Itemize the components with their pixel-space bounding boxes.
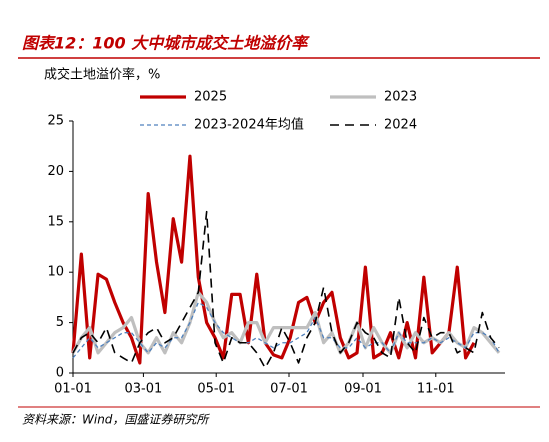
x-tick-label: 01-01	[54, 382, 92, 397]
legend-label: 2024	[384, 118, 417, 133]
legend-label: 2023-2024年均值	[194, 117, 304, 133]
x-tick-label: 05-01	[197, 382, 235, 397]
source: 资料来源：Wind，国盛证券研究所	[22, 413, 210, 427]
series-line	[72, 210, 500, 369]
y-tick-label: 10	[47, 265, 64, 280]
x-tick-label: 09-01	[344, 382, 382, 397]
y-axis-label: 成交土地溢价率，%	[44, 67, 160, 83]
chart-title: 图表12：100 大中城市成交土地溢价率	[22, 34, 310, 53]
legend-label: 2023	[384, 90, 417, 105]
x-tick-label: 03-01	[125, 382, 163, 397]
y-tick-label: 5	[56, 315, 64, 330]
series-line	[71, 154, 476, 365]
y-tick-label: 0	[56, 366, 64, 381]
series-line	[72, 301, 500, 359]
x-tick-label: 07-01	[270, 382, 308, 397]
y-tick-label: 15	[47, 214, 64, 229]
y-tick-label: 25	[47, 114, 64, 129]
legend-label: 2025	[194, 90, 227, 105]
x-tick-label: 11-01	[417, 382, 455, 397]
y-tick-label: 20	[47, 164, 64, 179]
